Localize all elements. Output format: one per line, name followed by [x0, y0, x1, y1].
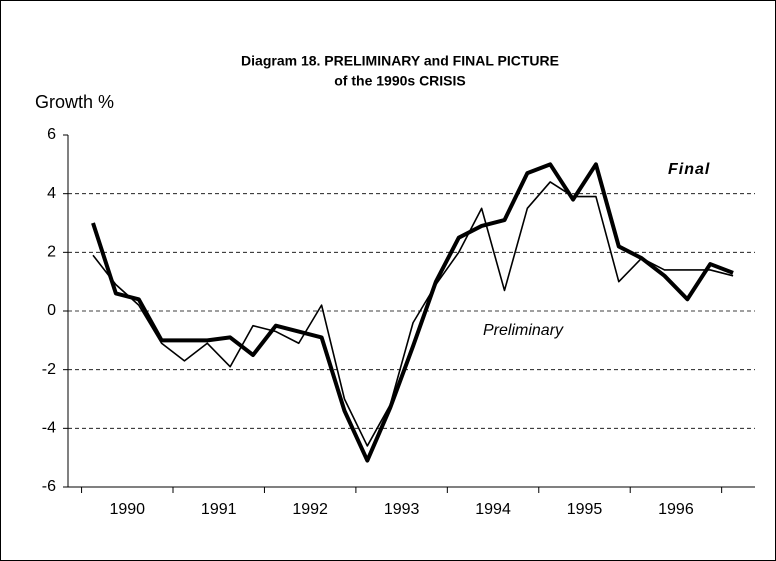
x-tick-label: 1995: [567, 501, 603, 518]
y-tick-label: -6: [42, 478, 56, 495]
y-tick-label: -2: [42, 361, 56, 378]
x-tick-label: 1996: [658, 501, 694, 518]
chart-subtitle: of the 1990s CRISIS: [334, 73, 466, 89]
series-label: Final: [668, 161, 710, 178]
x-tick-label: 1992: [292, 501, 328, 518]
y-tick-label: 2: [47, 244, 56, 261]
x-tick-label: 1991: [201, 501, 237, 518]
line-series: [91, 162, 734, 463]
y-tick-label: 4: [47, 185, 56, 202]
y-axis-label: Growth %: [35, 92, 114, 112]
x-tick-label: 1993: [384, 501, 420, 518]
x-tick-label: 1990: [109, 501, 145, 518]
y-tick-label: -4: [42, 420, 56, 437]
chart-title: Diagram 18. PRELIMINARY and FINAL PICTUR…: [241, 53, 559, 69]
x-tick-label: 1994: [475, 501, 511, 518]
line-series: [92, 181, 734, 447]
y-tick-label: 6: [47, 126, 56, 143]
series-label: Preliminary: [483, 322, 564, 339]
y-tick-label: 0: [47, 302, 56, 319]
